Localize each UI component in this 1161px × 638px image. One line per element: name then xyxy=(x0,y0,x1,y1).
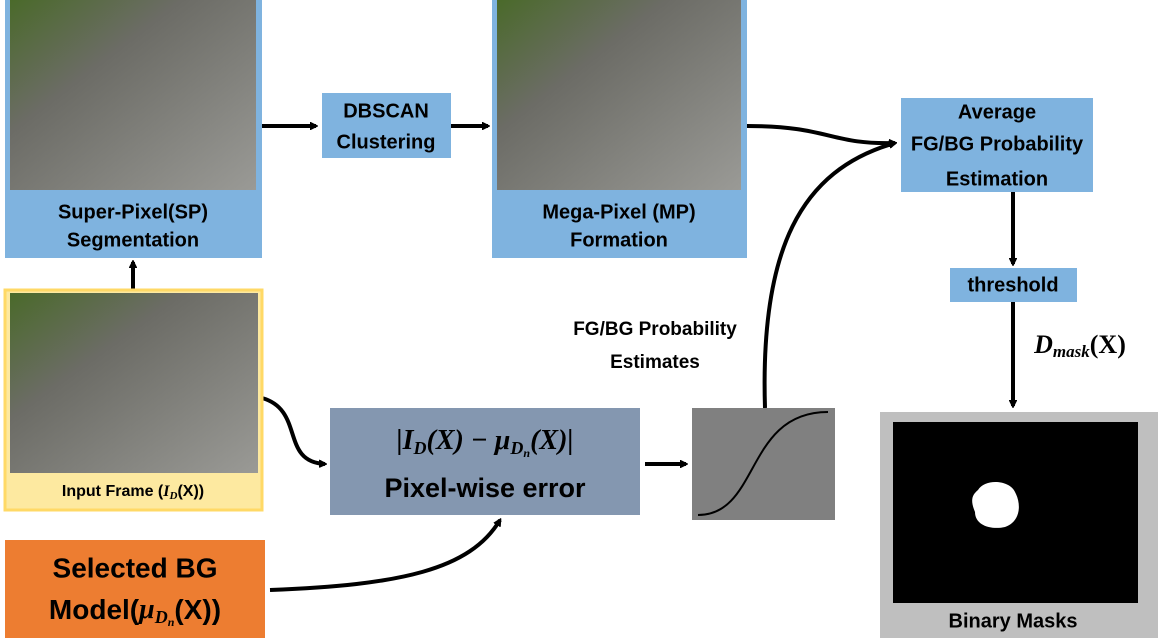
estimates-label: FG/BG Probability xyxy=(573,319,737,340)
error-label: Pixel-wise error xyxy=(384,473,586,503)
diagram: Super-Pixel(SP) Segmentation DBSCAN Clus… xyxy=(0,0,1161,638)
mask-label: Binary Masks xyxy=(949,610,1078,632)
mask-formula: Dmask(X) xyxy=(1033,330,1126,361)
sp-label: Segmentation xyxy=(67,229,199,251)
sp-label: Super-Pixel(SP) xyxy=(58,201,208,223)
mp-label: Formation xyxy=(570,229,668,251)
sigmoid-box xyxy=(692,408,835,520)
model-label: Model(μDn(X)) xyxy=(49,594,221,628)
mp-image xyxy=(497,0,741,190)
model-label: Selected BG xyxy=(53,552,218,583)
mp-label: Mega-Pixel (MP) xyxy=(542,201,695,223)
average-label: Average xyxy=(958,101,1036,123)
estimates-label: Estimates xyxy=(610,352,700,373)
dbscan-label: Clustering xyxy=(337,131,436,153)
threshold-label: threshold xyxy=(967,274,1058,296)
sp-image xyxy=(10,0,256,190)
input-image xyxy=(10,293,258,473)
mask-blob xyxy=(972,482,1019,528)
average-label: Estimation xyxy=(946,168,1048,190)
average-label: FG/BG Probability xyxy=(911,133,1084,155)
dbscan-label: DBSCAN xyxy=(343,100,429,122)
input-label: Input Frame (ID(X)) xyxy=(62,483,204,502)
